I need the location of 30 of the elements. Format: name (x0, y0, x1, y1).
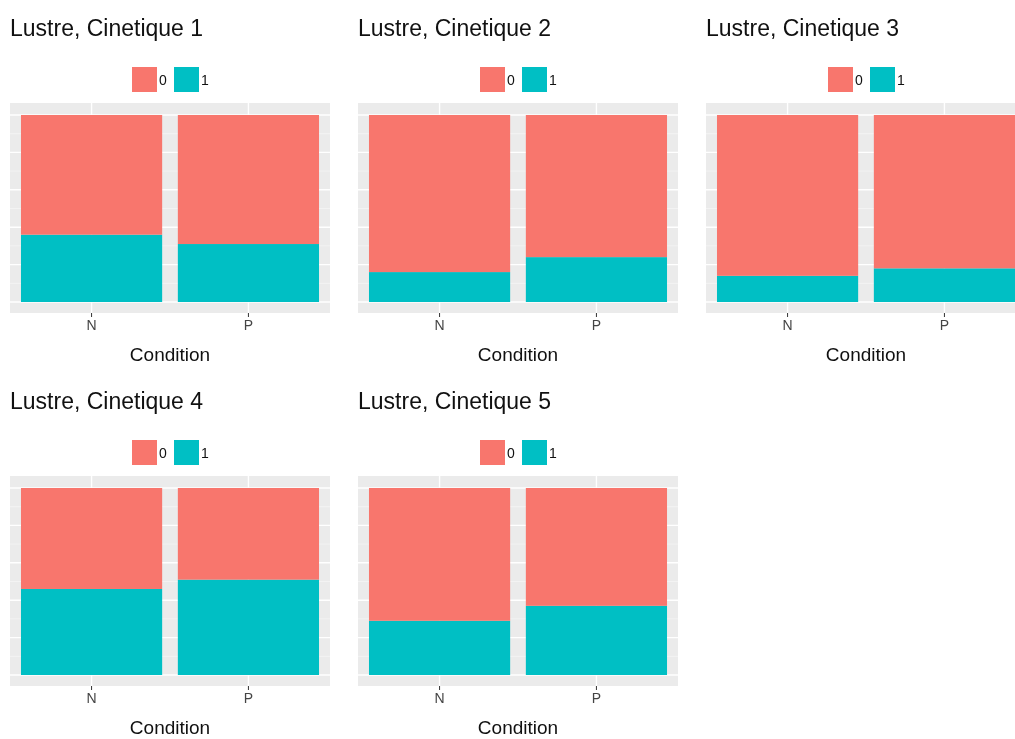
legend-label: 1 (897, 72, 905, 88)
legend-label: 0 (507, 445, 515, 461)
x-axis-title: Condition (129, 344, 211, 365)
legend-label: 1 (201, 72, 209, 88)
chart-title: Lustre, Cinetique 5 (358, 388, 552, 414)
legend-label: 1 (549, 445, 557, 461)
x-tick-label: P (243, 689, 254, 706)
legend-label: 0 (507, 72, 515, 88)
x-tick-label: N (434, 316, 445, 333)
x-tick-label: N (86, 689, 97, 706)
legend-label: 1 (201, 445, 209, 461)
x-axis-title: Condition (477, 717, 559, 738)
legend-label: 0 (855, 72, 863, 88)
legend-label: 1 (549, 72, 557, 88)
x-tick-label: N (782, 316, 793, 333)
legend-label: 0 (159, 72, 167, 88)
x-tick-label: P (939, 316, 950, 333)
x-tick-label: N (86, 316, 97, 333)
x-tick-label: P (591, 316, 602, 333)
x-axis-title: Condition (477, 344, 559, 365)
x-tick-label: N (434, 689, 445, 706)
x-axis-title: Condition (825, 344, 907, 365)
chart-title: Lustre, Cinetique 2 (358, 15, 552, 41)
x-tick-label: P (243, 316, 254, 333)
chart-title: Lustre, Cinetique 1 (10, 15, 204, 41)
legend-label: 0 (159, 445, 167, 461)
chart-title: Lustre, Cinetique 3 (706, 15, 900, 41)
x-axis-title: Condition (129, 717, 211, 738)
chart-title: Lustre, Cinetique 4 (10, 388, 204, 414)
x-tick-label: P (591, 689, 602, 706)
